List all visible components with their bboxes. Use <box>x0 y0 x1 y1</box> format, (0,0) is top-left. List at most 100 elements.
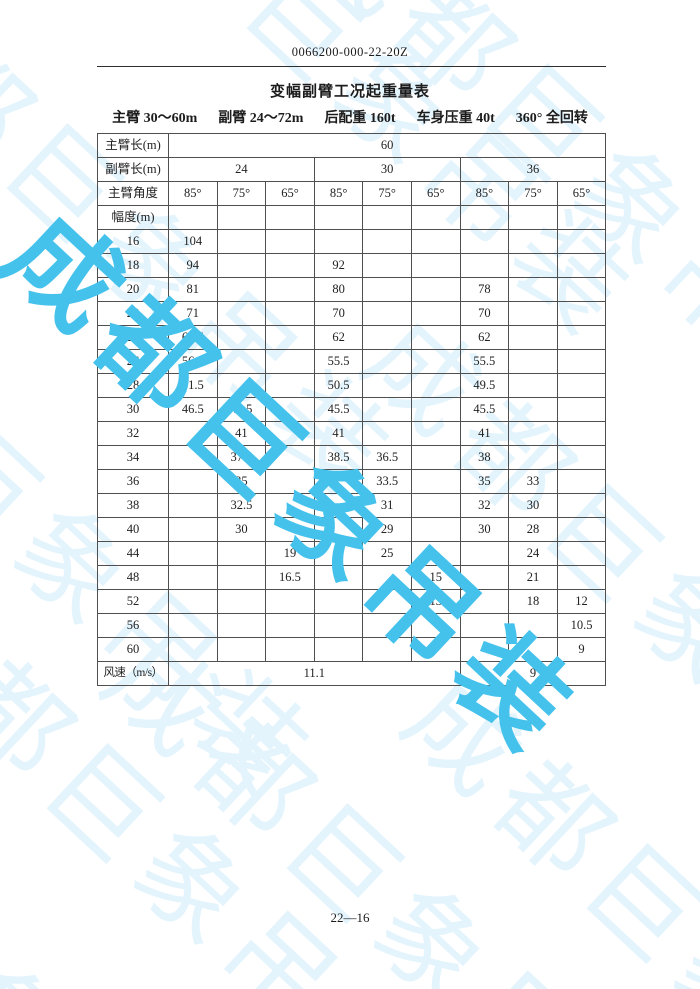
capacity-cell <box>410 469 461 494</box>
capacity-cell <box>216 229 267 254</box>
capacity-cell: 19 <box>265 541 315 566</box>
capacity-cell: 51.5 <box>168 373 218 398</box>
capacity-cell <box>556 445 607 470</box>
capacity-cell <box>168 565 218 590</box>
capacity-cell <box>216 301 267 326</box>
capacity-cell <box>556 421 607 446</box>
capacity-cell <box>362 613 412 638</box>
boom-angle-0: 85° <box>168 181 218 206</box>
wind-speed-label: 风速（m/s） <box>97 661 169 686</box>
radius-header-spacer <box>508 205 558 230</box>
capacity-cell <box>216 565 267 590</box>
capacity-cell: 30 <box>508 493 558 518</box>
capacity-cell: 62.5 <box>168 325 218 350</box>
capacity-cell <box>410 301 461 326</box>
capacity-cell: 10.5 <box>556 613 607 638</box>
capacity-cell: 25 <box>362 541 412 566</box>
capacity-cell <box>168 637 218 662</box>
capacity-cell: 36.5 <box>362 445 412 470</box>
capacity-cell: 24 <box>508 541 558 566</box>
capacity-cell: 70 <box>459 301 510 326</box>
radius-value: 34 <box>97 445 169 470</box>
capacity-cell: 30 <box>216 517 267 542</box>
capacity-cell: 35 <box>216 469 267 494</box>
capacity-cell <box>313 229 364 254</box>
radius-value: 20 <box>97 277 169 302</box>
capacity-cell <box>459 589 510 614</box>
capacity-cell: 28 <box>508 517 558 542</box>
capacity-cell <box>508 253 558 278</box>
capacity-cell <box>556 541 607 566</box>
capacity-cell <box>508 397 558 422</box>
table-row: 主臂长(m) 60 <box>97 133 607 158</box>
boom-angle-2: 65° <box>265 181 315 206</box>
capacity-cell <box>556 325 607 350</box>
capacity-cell: 18 <box>508 589 558 614</box>
main-boom-length-label: 主臂长(m) <box>97 133 169 158</box>
table-row: 30 46.5 44.5 45.5 45.5 <box>97 397 607 422</box>
capacity-cell <box>362 253 412 278</box>
capacity-cell: 32 <box>459 493 510 518</box>
capacity-cell <box>265 493 315 518</box>
table-row: 幅度(m) <box>97 205 607 230</box>
capacity-cell: 21 <box>508 565 558 590</box>
capacity-cell <box>556 469 607 494</box>
capacity-cell <box>508 277 558 302</box>
condition-slewing: 360° 全回转 <box>515 111 588 126</box>
capacity-cell: 71 <box>168 301 218 326</box>
capacity-cell: 62 <box>459 325 510 350</box>
capacity-cell: 37.5 <box>216 445 267 470</box>
capacity-cell <box>410 613 461 638</box>
capacity-cell <box>508 349 558 374</box>
capacity-cell: 50.5 <box>313 373 364 398</box>
capacity-cell: 46.5 <box>168 397 218 422</box>
capacity-cell <box>556 253 607 278</box>
table-row: 52 13 18 12 <box>97 589 607 614</box>
radius-value: 30 <box>97 397 169 422</box>
capacity-cell <box>508 613 558 638</box>
capacity-cell: 12 <box>556 589 607 614</box>
doc-number: 0066200-000-22-20Z <box>291 45 409 59</box>
capacity-cell <box>168 589 218 614</box>
table-row: 风速（m/s） 11.1 9 <box>97 661 607 686</box>
radius-value: 40 <box>97 517 169 542</box>
capacity-cell <box>459 565 510 590</box>
capacity-cell <box>556 277 607 302</box>
capacity-cell: 33 <box>508 469 558 494</box>
capacity-cell: 29 <box>362 517 412 542</box>
capacity-cell: 30 <box>459 517 510 542</box>
capacity-cell <box>216 589 267 614</box>
capacity-cell: 35 <box>459 469 510 494</box>
capacity-cell <box>556 229 607 254</box>
capacity-cell: 13 <box>410 589 461 614</box>
capacity-cell <box>556 349 607 374</box>
radius-value: 48 <box>97 565 169 590</box>
radius-value: 60 <box>97 637 169 662</box>
radius-header-spacer <box>216 205 267 230</box>
capacity-cell: 80 <box>313 277 364 302</box>
capacity-cell: 92 <box>313 253 364 278</box>
working-conditions: 主臂 30～60m 副臂 24～72m 后配重 160t 车身压重 40t 36… <box>0 107 700 127</box>
capacity-cell <box>459 613 510 638</box>
capacity-cell <box>313 613 364 638</box>
capacity-cell <box>362 349 412 374</box>
condition-carbody-weight: 车身压重 40t <box>416 111 495 126</box>
capacity-cell <box>508 637 558 662</box>
capacity-cell <box>556 565 607 590</box>
capacity-cell: 104 <box>168 229 218 254</box>
capacity-cell: 45.5 <box>459 397 510 422</box>
capacity-cell <box>410 373 461 398</box>
capacity-cell <box>410 277 461 302</box>
table-row: 44 19 25 24 <box>97 541 607 566</box>
jib-length-value-36: 36 <box>459 157 607 182</box>
radius-value: 32 <box>97 421 169 446</box>
radius-value: 52 <box>97 589 169 614</box>
capacity-cell: 38 <box>459 445 510 470</box>
capacity-cell <box>459 637 510 662</box>
table-row: 34 37.5 38.5 36.5 38 <box>97 445 607 470</box>
capacity-cell <box>265 397 315 422</box>
capacity-cell <box>459 541 510 566</box>
condition-main-boom: 主臂 30～60m <box>112 111 198 126</box>
capacity-cell: 56.5 <box>168 349 218 374</box>
